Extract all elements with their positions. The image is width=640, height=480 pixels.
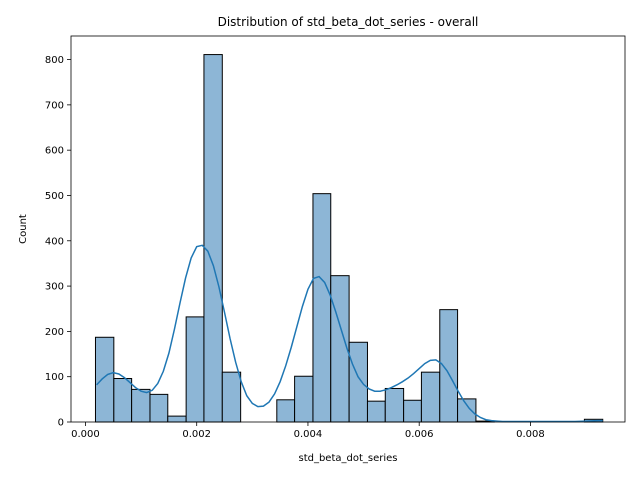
histogram-bar (221, 371, 242, 423)
histogram-bar (312, 193, 332, 423)
histogram-bar (94, 336, 115, 423)
y-axis: 0 100 200 300 400 500 600 700 800 (45, 55, 71, 429)
x-tick-label: 0.002 (182, 429, 211, 440)
histogram-bar (294, 375, 314, 423)
y-tick-label: 100 (45, 372, 64, 383)
x-axis-label: std_beta_dot_series (298, 453, 397, 464)
histogram-bar (149, 393, 169, 423)
y-tick-label: 700 (45, 100, 64, 111)
y-tick-label: 800 (45, 55, 64, 66)
y-tick-label: 0 (58, 418, 64, 429)
x-tick-label: 0.000 (71, 429, 100, 440)
histogram-bar (113, 378, 133, 423)
x-tick-label: 0.004 (294, 429, 323, 440)
y-tick-label: 600 (45, 146, 64, 157)
y-axis-label: Count (18, 214, 29, 244)
histogram-bar (384, 387, 405, 423)
y-tick-label: 200 (45, 327, 64, 338)
histogram-bar (167, 415, 187, 423)
histogram-bar (348, 341, 368, 423)
x-tick-label: 0.008 (516, 429, 545, 440)
kde-line (96, 244, 603, 423)
y-tick-label: 500 (45, 191, 64, 202)
histogram-bar (185, 316, 205, 423)
bars-layer (94, 54, 604, 423)
x-axis: 0.000 0.002 0.004 0.006 0.008 (71, 422, 545, 440)
histogram-bar (203, 54, 223, 423)
x-tick-label: 0.006 (405, 429, 434, 440)
histogram-bar (420, 371, 441, 423)
y-tick-label: 400 (45, 236, 64, 247)
chart-title: Distribution of std_beta_dot_series - ov… (218, 15, 479, 29)
y-tick-label: 300 (45, 282, 64, 293)
histogram-bar (131, 388, 151, 423)
histogram-bar (276, 399, 296, 423)
histogram-bar (457, 398, 477, 423)
plot-frame (70, 35, 626, 423)
histogram-bar (366, 400, 386, 423)
histogram-bar (403, 399, 422, 423)
